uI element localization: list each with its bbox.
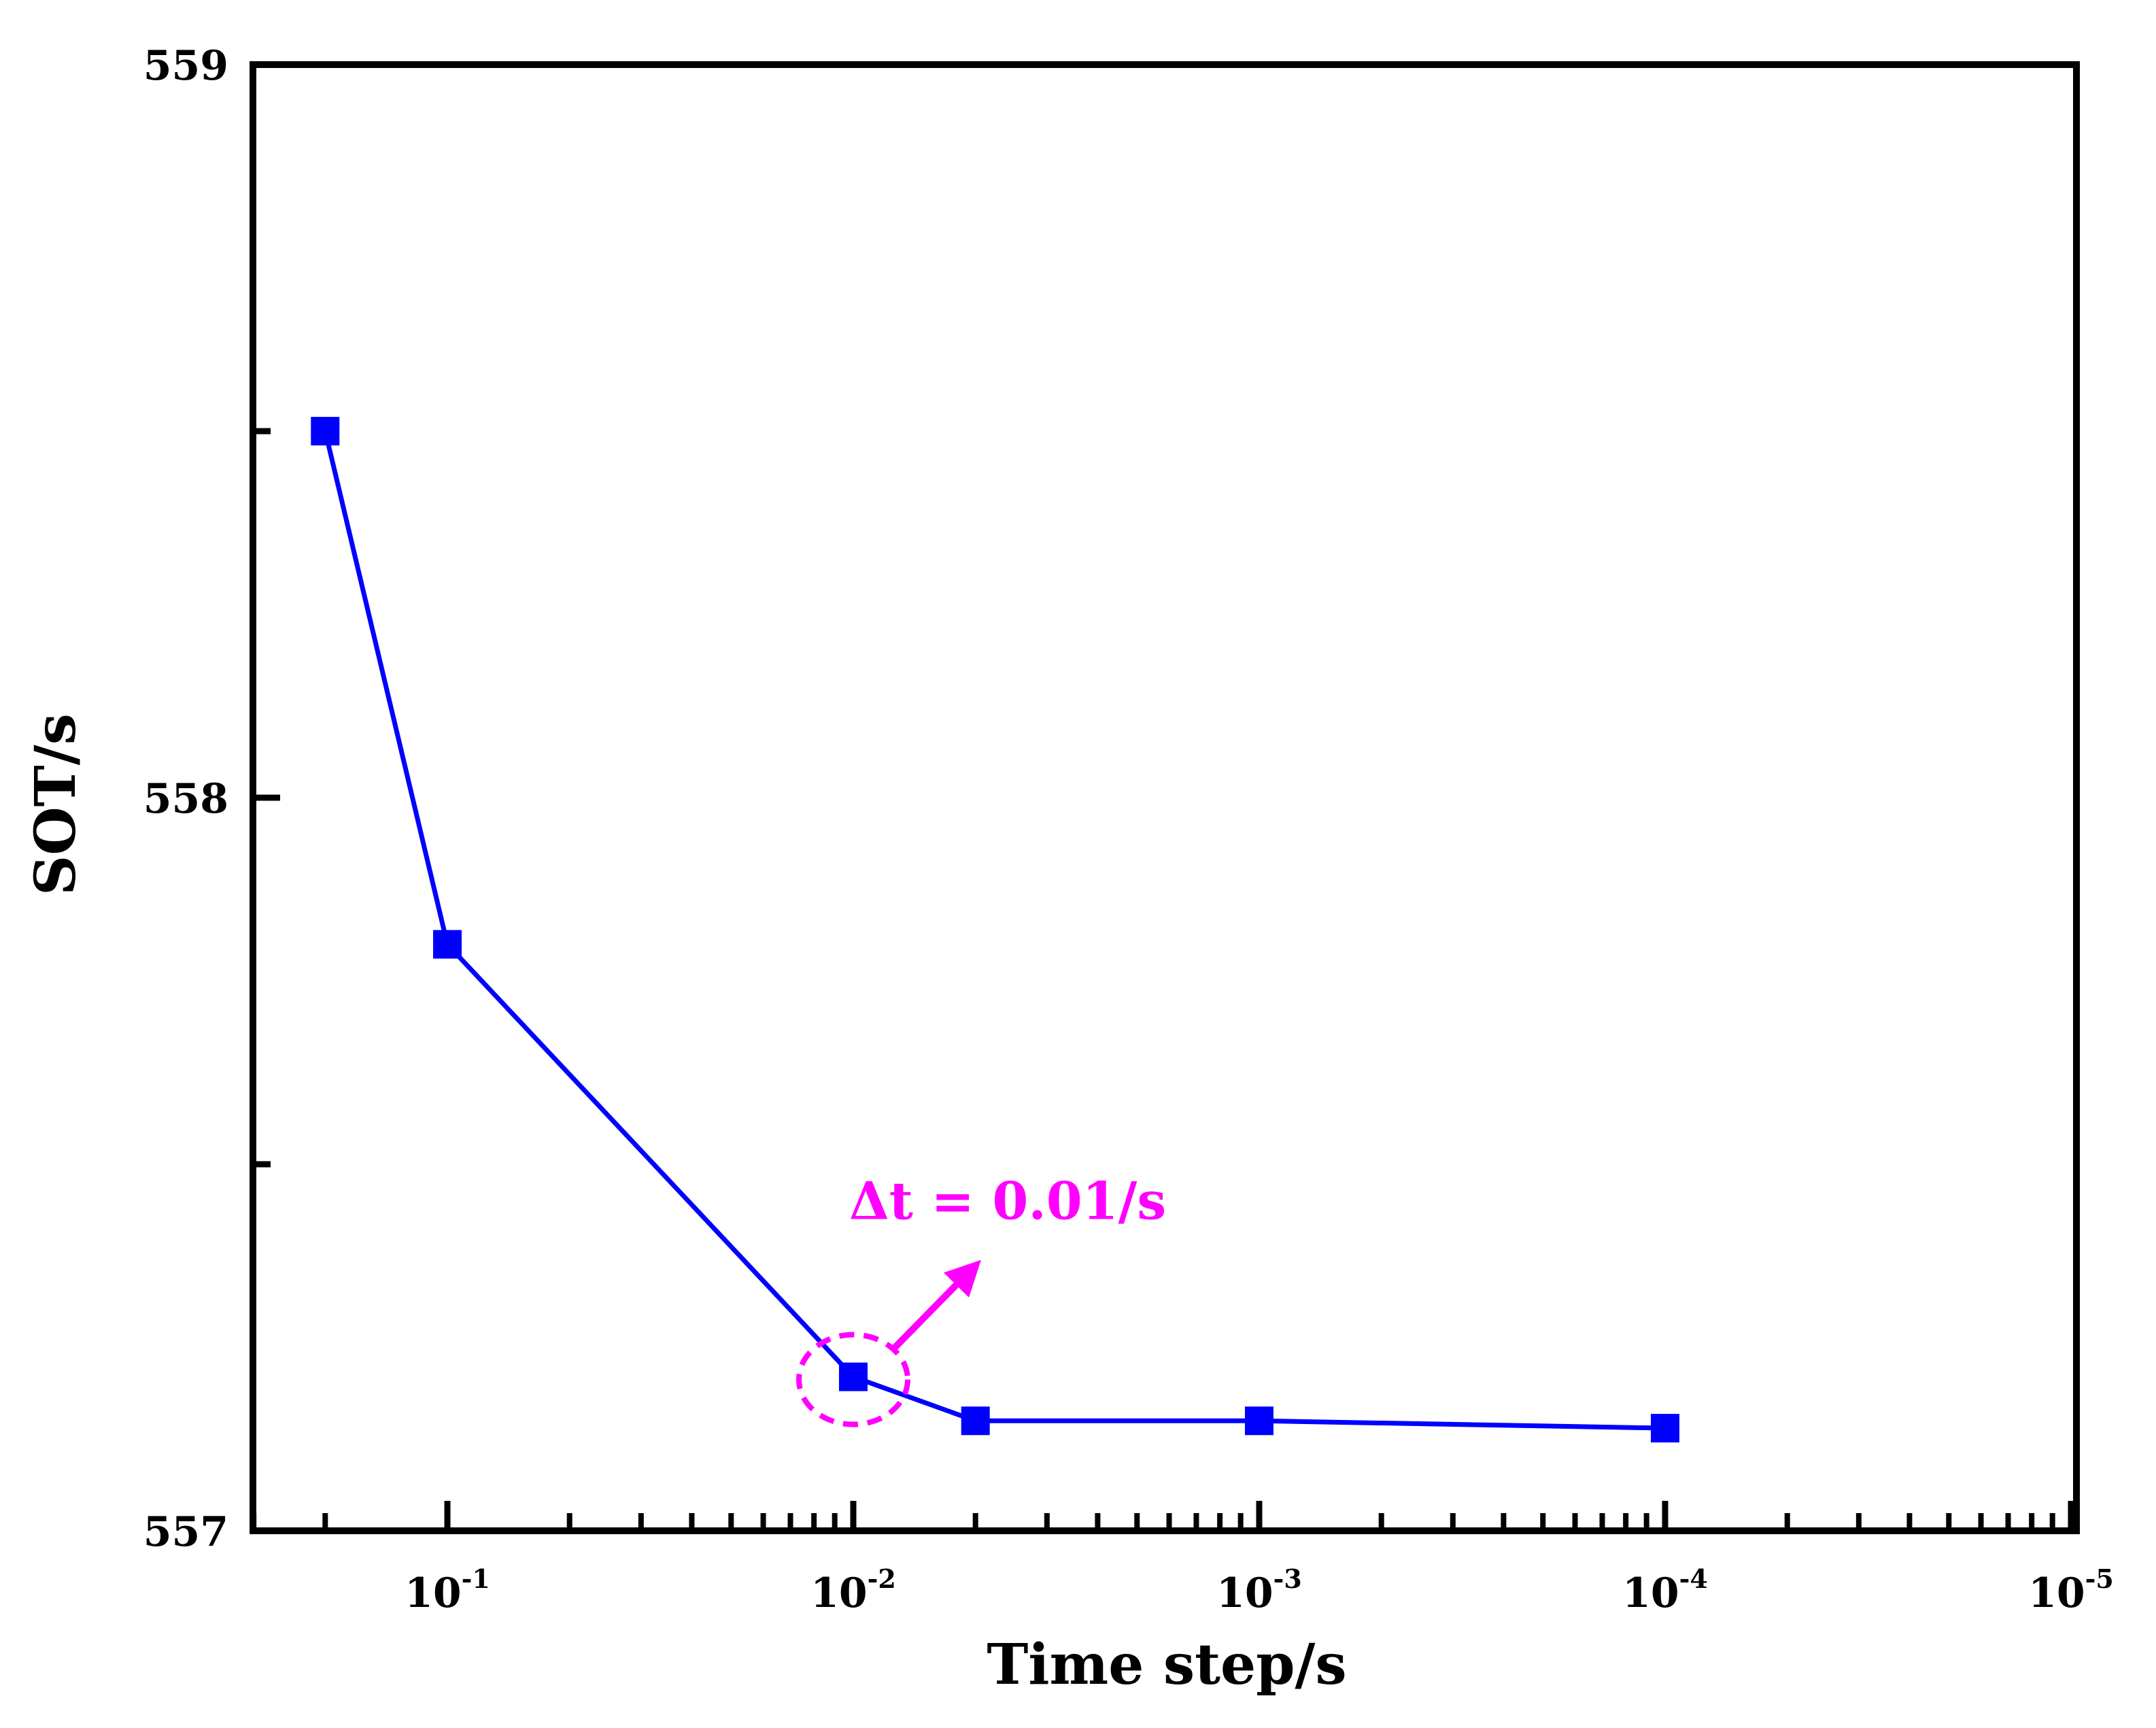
series-marker xyxy=(1651,1414,1679,1443)
series-marker xyxy=(1245,1406,1273,1436)
annotation-layer: Δt = 0.01/s xyxy=(796,1171,1166,1427)
series-marker xyxy=(961,1406,990,1436)
series-line xyxy=(322,430,1666,1431)
x-tick-label-exponent: -1 xyxy=(462,1563,490,1594)
y-tick-label: 558 xyxy=(143,775,228,823)
series-marker xyxy=(433,930,462,959)
x-tick-label-exponent: -5 xyxy=(2085,1563,2114,1594)
y-tick-label: 557 xyxy=(143,1508,228,1556)
annotation-arrow-head xyxy=(943,1259,981,1298)
y-tick-label: 559 xyxy=(143,42,228,90)
x-tick-label: 10-1 xyxy=(405,1563,490,1617)
annotation-arrow-shaft xyxy=(891,1274,968,1351)
x-tick-label: 10-4 xyxy=(1622,1563,1708,1617)
x-tick-label-exponent: -2 xyxy=(868,1563,896,1594)
x-tick-label-exponent: -4 xyxy=(1679,1563,1708,1594)
x-axis-title: Time step/s xyxy=(987,1632,1346,1697)
series-marker xyxy=(311,417,340,445)
series-marker xyxy=(839,1362,868,1391)
x-tick-label: 10-3 xyxy=(1216,1563,1302,1617)
x-tick-label-base: 10 xyxy=(1216,1570,1273,1617)
x-tick-label: 10-2 xyxy=(810,1563,896,1617)
annotation-dashed-circle xyxy=(796,1332,910,1427)
x-tick-label: 10-5 xyxy=(2028,1563,2114,1617)
series-layer xyxy=(311,417,1679,1443)
x-tick-label-base: 10 xyxy=(405,1570,462,1617)
x-tick-label-exponent: -3 xyxy=(1273,1563,1302,1594)
y-axis-title: SOT/s xyxy=(23,713,88,896)
x-tick-label-base: 10 xyxy=(1622,1570,1679,1617)
x-tick-label-base: 10 xyxy=(2028,1570,2085,1617)
plot-frame xyxy=(250,61,2080,1534)
x-tick-label-base: 10 xyxy=(810,1570,868,1617)
annotation-label: Δt = 0.01/s xyxy=(849,1171,1166,1232)
axis-major-ticks xyxy=(253,61,2074,1534)
